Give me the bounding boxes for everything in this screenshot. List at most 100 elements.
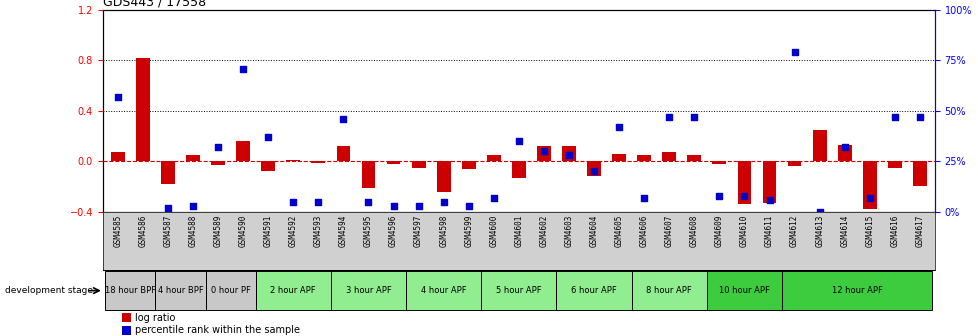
Bar — [311, 161, 325, 163]
Text: GSM4588: GSM4588 — [189, 215, 198, 247]
FancyBboxPatch shape — [706, 271, 781, 310]
Point — [886, 114, 902, 120]
Text: GSM4585: GSM4585 — [113, 215, 122, 247]
Bar — [462, 161, 475, 169]
Bar — [236, 141, 249, 161]
Point — [185, 203, 200, 208]
Text: GSM4597: GSM4597 — [414, 215, 422, 247]
FancyBboxPatch shape — [331, 271, 406, 310]
Point — [836, 144, 852, 150]
Text: GDS443 / 17558: GDS443 / 17558 — [103, 0, 205, 9]
Point — [110, 94, 125, 99]
FancyBboxPatch shape — [556, 271, 631, 310]
Point — [435, 199, 451, 204]
Bar — [637, 155, 650, 161]
Bar — [687, 155, 700, 161]
Bar — [511, 161, 525, 178]
Text: GSM4587: GSM4587 — [163, 215, 172, 247]
Point — [461, 203, 476, 208]
Text: GSM4592: GSM4592 — [289, 215, 297, 247]
Text: GSM4596: GSM4596 — [388, 215, 398, 247]
Bar — [587, 161, 600, 176]
Point — [385, 203, 401, 208]
Text: 5 hour APF: 5 hour APF — [496, 286, 541, 295]
Bar — [211, 161, 225, 165]
Text: GSM4606: GSM4606 — [639, 215, 648, 247]
FancyBboxPatch shape — [106, 271, 156, 310]
Text: 12 hour APF: 12 hour APF — [831, 286, 882, 295]
Bar — [736, 161, 750, 204]
Text: GSM4593: GSM4593 — [314, 215, 323, 247]
Bar — [336, 146, 350, 161]
Text: GSM4611: GSM4611 — [764, 215, 774, 247]
FancyBboxPatch shape — [255, 271, 331, 310]
Bar — [712, 161, 726, 164]
Point — [661, 114, 677, 120]
Text: GSM4598: GSM4598 — [439, 215, 448, 247]
Bar — [122, 326, 131, 335]
Text: GSM4614: GSM4614 — [839, 215, 848, 247]
Text: 10 hour APF: 10 hour APF — [718, 286, 769, 295]
Point — [210, 144, 226, 150]
Point — [235, 66, 250, 71]
Bar — [136, 58, 150, 161]
Text: GSM4608: GSM4608 — [689, 215, 698, 247]
Text: GSM4602: GSM4602 — [539, 215, 548, 247]
Bar — [111, 153, 124, 161]
Point — [560, 153, 576, 158]
Text: GSM4591: GSM4591 — [263, 215, 273, 247]
FancyBboxPatch shape — [781, 271, 931, 310]
Text: GSM4613: GSM4613 — [815, 215, 823, 247]
Bar — [261, 161, 275, 171]
Bar — [486, 155, 500, 161]
Bar — [186, 155, 200, 161]
FancyBboxPatch shape — [205, 271, 255, 310]
Text: GSM4612: GSM4612 — [789, 215, 798, 247]
Text: 6 hour APF: 6 hour APF — [570, 286, 616, 295]
Bar — [887, 161, 901, 168]
Point — [360, 199, 376, 204]
Text: 4 hour BPF: 4 hour BPF — [157, 286, 203, 295]
Text: 18 hour BPF: 18 hour BPF — [105, 286, 156, 295]
Text: log ratio: log ratio — [134, 313, 175, 323]
Text: development stage: development stage — [5, 286, 93, 295]
Bar — [662, 153, 676, 161]
Bar — [837, 145, 851, 161]
Point — [911, 114, 927, 120]
Text: GSM4609: GSM4609 — [714, 215, 723, 247]
Text: GSM4599: GSM4599 — [464, 215, 472, 247]
Point — [310, 199, 326, 204]
Text: GSM4607: GSM4607 — [664, 215, 673, 247]
Bar — [361, 161, 375, 188]
Point — [636, 195, 651, 200]
Point — [335, 116, 351, 122]
Point — [586, 169, 601, 174]
Bar — [161, 161, 175, 184]
FancyBboxPatch shape — [631, 271, 706, 310]
Bar — [537, 146, 551, 161]
Text: GSM4590: GSM4590 — [239, 215, 247, 247]
Bar — [862, 161, 875, 209]
Bar — [436, 161, 450, 192]
Text: 2 hour APF: 2 hour APF — [270, 286, 316, 295]
Text: percentile rank within the sample: percentile rank within the sample — [134, 326, 299, 335]
Point — [761, 197, 777, 202]
Text: GSM4604: GSM4604 — [589, 215, 598, 247]
Point — [610, 124, 626, 130]
Text: GSM4605: GSM4605 — [614, 215, 623, 247]
Point — [411, 203, 426, 208]
Point — [811, 209, 826, 214]
Point — [485, 195, 501, 200]
Bar — [787, 161, 801, 166]
Text: 4 hour APF: 4 hour APF — [421, 286, 466, 295]
Bar — [561, 146, 575, 161]
Point — [711, 193, 727, 198]
Text: GSM4600: GSM4600 — [489, 215, 498, 247]
Text: GSM4601: GSM4601 — [513, 215, 523, 247]
Point — [861, 195, 876, 200]
Bar — [122, 313, 131, 322]
Bar — [386, 161, 400, 164]
Point — [511, 138, 526, 144]
Text: GSM4603: GSM4603 — [564, 215, 573, 247]
Bar — [912, 161, 926, 186]
